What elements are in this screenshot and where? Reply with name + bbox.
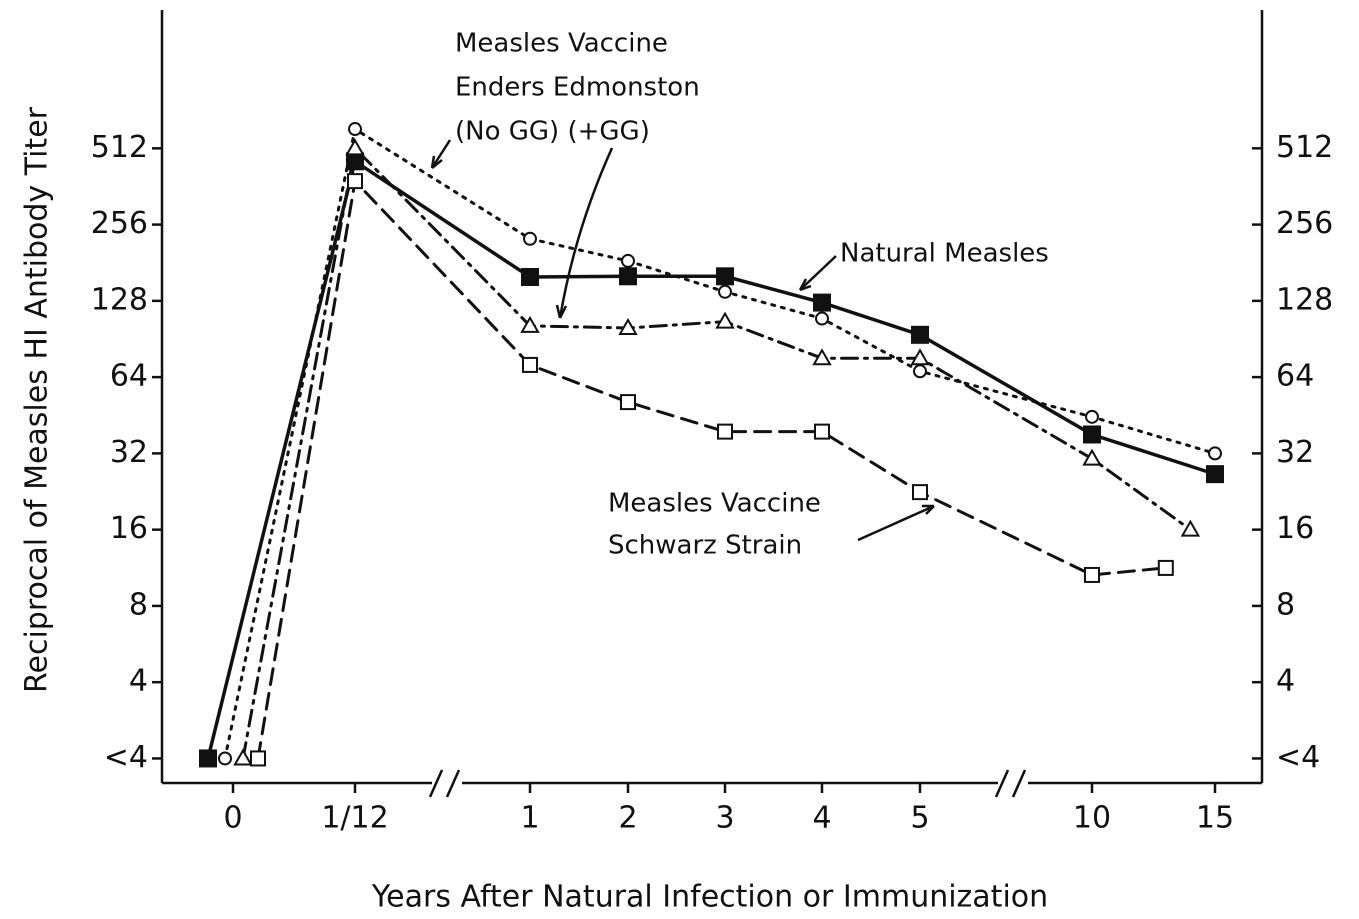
y2-tick-label: 4 — [1276, 664, 1295, 699]
y-tick-label: 16 — [110, 511, 148, 546]
y2-tick-label: 256 — [1276, 206, 1333, 241]
axis-break — [428, 769, 461, 798]
annotation: Measles Vaccine — [455, 29, 668, 59]
marker — [910, 348, 930, 366]
series-line — [206, 158, 1217, 761]
y2-tick-label: 64 — [1276, 359, 1314, 394]
marker — [347, 173, 363, 190]
y2-tick-label: 8 — [1276, 587, 1295, 622]
x-tick-label: 15 — [1196, 801, 1234, 836]
annotation: (No GG) (+GG) — [455, 117, 650, 147]
marker — [814, 423, 830, 440]
marker — [815, 311, 829, 326]
series-line — [256, 177, 1168, 760]
x-tick-label: 10 — [1073, 801, 1111, 836]
annotation: Schwarz Strain — [608, 531, 802, 561]
marker — [619, 267, 637, 286]
marker — [913, 364, 927, 379]
arrow — [555, 147, 614, 319]
x-tick-label: 3 — [715, 801, 734, 836]
y2-tick-label: <4 — [1276, 740, 1320, 775]
marker — [718, 284, 732, 299]
marker — [520, 315, 540, 333]
x-axis-label: Years After Natural Infection or Immuniz… — [371, 880, 1048, 915]
marker — [618, 318, 638, 336]
annotation: Measles Vaccine — [608, 489, 821, 519]
arrow — [430, 139, 452, 169]
marker — [716, 267, 734, 286]
arrow — [798, 255, 837, 292]
marker — [911, 325, 929, 344]
marker — [199, 749, 217, 768]
y-tick-label: 4 — [129, 664, 148, 699]
marker — [1083, 425, 1101, 444]
marker — [522, 356, 538, 373]
marker — [1084, 566, 1100, 583]
y2-tick-label: 16 — [1276, 511, 1314, 546]
marker — [523, 231, 537, 246]
marker — [345, 138, 365, 156]
x-tick-label: 1 — [520, 801, 539, 836]
marker — [348, 122, 362, 137]
y-tick-label: 128 — [91, 282, 148, 317]
y-tick-label: 8 — [129, 587, 148, 622]
annotation: Enders Edmonston — [455, 73, 700, 103]
y2-tick-label: 128 — [1276, 282, 1333, 317]
marker — [1085, 409, 1099, 424]
x-tick-label: 5 — [910, 801, 929, 836]
y-tick-label: 32 — [110, 435, 148, 470]
marker — [813, 293, 831, 312]
marker — [715, 311, 735, 329]
y-axis-label: Reciprocal of Measles HI Antibody Titer — [20, 106, 55, 693]
marker — [1082, 448, 1102, 466]
x-tick-label: 2 — [618, 801, 637, 836]
annotation: Natural Measles — [840, 239, 1049, 269]
y-tick-label: 512 — [91, 130, 148, 165]
arrow — [857, 504, 935, 542]
x-tick-label: 0 — [223, 801, 242, 836]
y-tick-label: 64 — [110, 359, 148, 394]
x-tick-label: 1/12 — [321, 801, 388, 836]
marker — [620, 394, 636, 411]
marker — [812, 348, 832, 366]
marker — [912, 484, 928, 501]
y-tick-label: 256 — [91, 206, 148, 241]
marker — [1206, 465, 1224, 484]
marker — [1208, 446, 1222, 461]
axis-break — [994, 769, 1027, 798]
y2-tick-label: 32 — [1276, 435, 1314, 470]
x-tick-label: 4 — [812, 801, 831, 836]
marker — [1157, 559, 1174, 576]
y2-tick-label: 512 — [1276, 130, 1333, 165]
marker — [218, 751, 232, 766]
marker — [1180, 519, 1201, 537]
marker — [717, 423, 733, 440]
marker — [521, 267, 539, 286]
marker — [250, 750, 266, 767]
y-tick-label: <4 — [104, 740, 148, 775]
marker — [621, 253, 635, 268]
marker — [233, 748, 253, 766]
